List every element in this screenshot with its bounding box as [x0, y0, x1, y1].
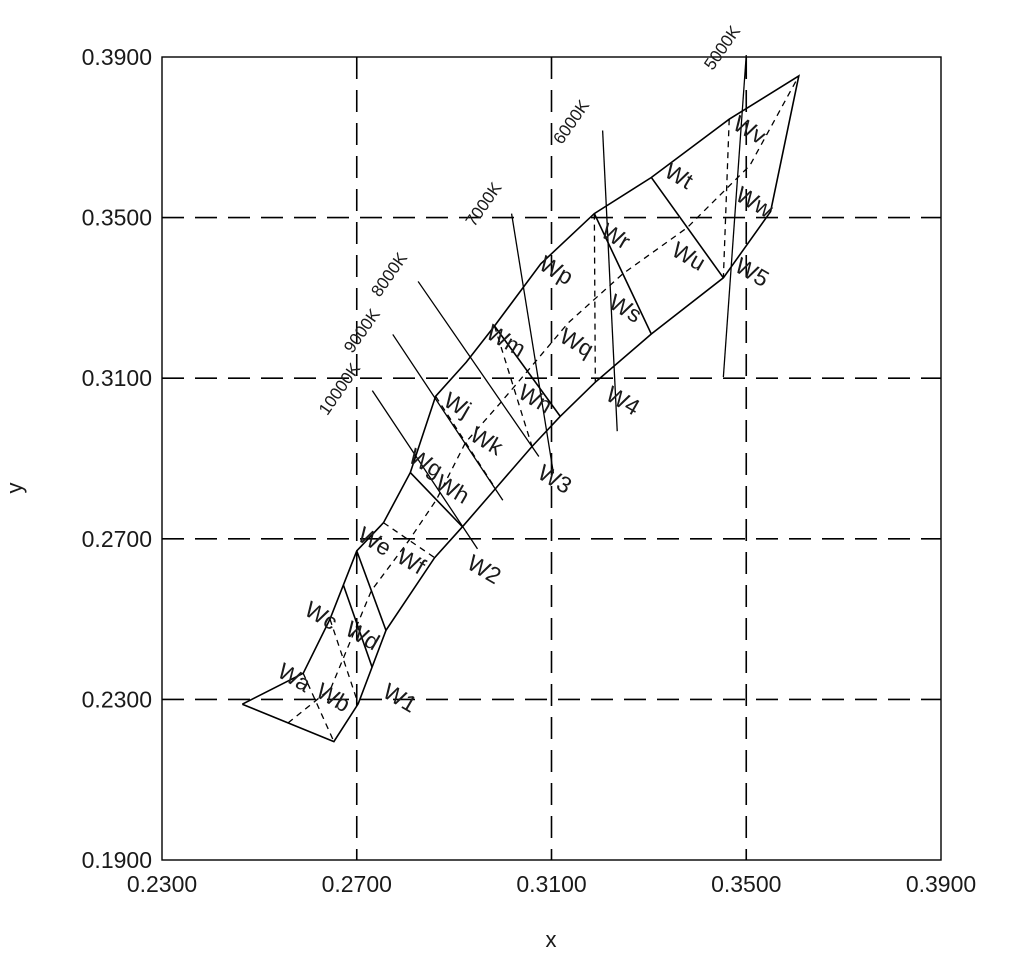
x-tick-label: 0.3100 [516, 871, 586, 897]
y-tick-label: 0.3100 [82, 365, 152, 391]
y-tick-label: 0.3900 [82, 44, 152, 70]
y-tick-label: 0.2700 [82, 526, 152, 552]
y-tick-label: 0.3500 [82, 205, 152, 231]
x-tick-label: 0.2300 [127, 871, 197, 897]
x-tick-label: 0.3500 [711, 871, 781, 897]
y-axis-label: y [2, 483, 27, 494]
y-tick-label: 0.2300 [82, 686, 152, 712]
x-tick-label: 0.3900 [906, 871, 976, 897]
x-axis-label: x [546, 927, 557, 952]
x-tick-label: 0.2700 [322, 871, 392, 897]
y-tick-label: 0.1900 [82, 847, 152, 873]
